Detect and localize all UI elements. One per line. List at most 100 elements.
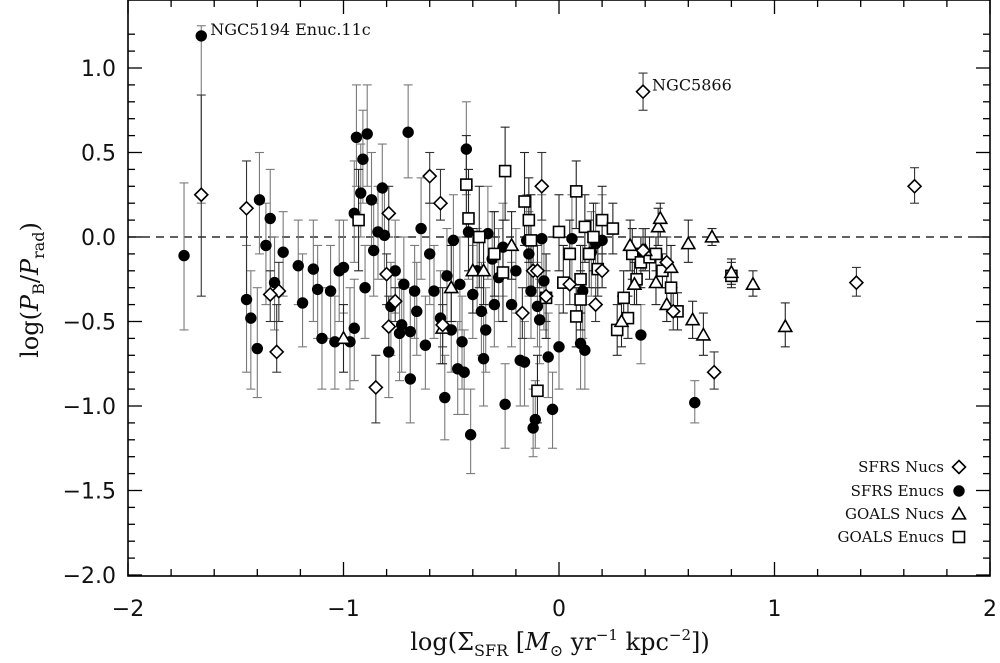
sfrs-nucs-point <box>534 178 550 194</box>
goals-enucs-point <box>587 230 600 244</box>
sfrs-enucs-point <box>441 270 453 282</box>
sfrs-enucs-point <box>404 325 417 338</box>
sfrs-nucs-point <box>635 84 651 100</box>
goals-enucs-point <box>522 213 536 227</box>
sfrs-enucs-point <box>337 261 350 274</box>
x-tick-label: 1 <box>768 597 782 622</box>
sfrs-nucs-point <box>529 263 546 279</box>
x-tick-label: 2 <box>983 597 997 622</box>
goals-nucs-point <box>464 262 481 277</box>
goals-enucs-point <box>552 225 566 239</box>
sfrs-enucs-point <box>240 293 253 306</box>
sfrs-enucs-point <box>542 351 554 363</box>
sfrs-enucs-point <box>398 278 410 291</box>
sfrs-enucs-point <box>454 278 466 291</box>
goals-nucs-point <box>723 264 740 279</box>
sfrs-nucs-point <box>432 195 449 211</box>
sfrs-enucs-point <box>462 226 475 238</box>
goals-enucs-point <box>498 164 512 178</box>
goals-enucs-point <box>595 213 609 227</box>
sfrs-enucs-point <box>518 356 531 368</box>
sfrs-nucs-point <box>378 266 395 282</box>
goals-enucs-point <box>460 178 473 191</box>
sfrs-nucs-point <box>434 317 451 333</box>
sfrs-enucs-point <box>355 187 367 199</box>
legend-label-sfrs-enucs: SFRS Enucs <box>851 482 944 500</box>
goals-nucs-point <box>695 326 712 341</box>
goals-nucs-point <box>648 274 664 289</box>
sfrs-enucs-point <box>316 332 328 345</box>
data-markers <box>178 30 923 441</box>
sfrs-enucs-point <box>689 396 701 409</box>
sfrs-nucs-point <box>659 254 675 270</box>
sfrs-enucs-point <box>404 373 417 385</box>
y-tick-label: −1.5 <box>63 480 116 505</box>
sfrs-enucs-point <box>488 298 501 311</box>
sfrs-enucs-point <box>195 30 207 42</box>
goals-enucs-point <box>496 266 510 279</box>
goals-nucs-point <box>652 210 669 225</box>
x-tick-label: 0 <box>552 597 566 622</box>
sfrs-enucs-point <box>376 182 388 194</box>
sfrs-enucs-point <box>361 128 373 140</box>
sfrs-enucs-point <box>348 322 360 334</box>
legend-label-goals-enucs: GOALS Enucs <box>838 528 945 546</box>
sfrs-enucs-point <box>456 336 468 348</box>
sfrs-enucs-point <box>529 413 541 426</box>
sfrs-nucs-point <box>906 178 923 194</box>
sfrs-enucs-point <box>307 263 320 275</box>
sfrs-enucs-point <box>350 131 363 143</box>
annotation-ngc5194: NGC5194 Enuc.11c <box>210 20 371 39</box>
sfrs-nucs-point <box>193 187 209 203</box>
sfrs-nucs-point <box>588 296 604 313</box>
goals-enucs-point <box>462 212 475 225</box>
sfrs-enucs-point <box>533 314 546 326</box>
goals-enucs-point <box>518 195 531 208</box>
goals-nucs-point <box>626 276 643 290</box>
goals-enucs-point <box>578 220 592 234</box>
goals-enucs-point <box>531 384 544 398</box>
sfrs-enucs-point <box>546 403 559 416</box>
sfrs-nucs-point <box>538 288 554 304</box>
goals-nucs-point <box>443 279 460 294</box>
sfrs-nucs-point <box>594 263 610 279</box>
sfrs-enucs-point <box>245 312 257 324</box>
sfrs-enucs-point <box>477 352 490 365</box>
sfrs-enucs-point <box>253 194 266 206</box>
legend-label-sfrs-nucs: SFRS Nucs <box>858 458 944 476</box>
y-axis-ticks: −2.0 −1.5 −1.0 −0.5 0.0 0.5 1.0 <box>63 33 990 589</box>
sfrs-enucs-point <box>383 346 395 358</box>
sfrs-nucs-point <box>422 168 438 184</box>
sfrs-enucs-point <box>553 341 565 353</box>
sfrs-enucs-point <box>311 283 324 296</box>
sfrs-enucs-point <box>499 398 511 411</box>
sfrs-enucs-point <box>460 143 473 155</box>
sfrs-nucs-point <box>665 303 681 319</box>
goals-nucs-point <box>503 237 520 252</box>
goals-enucs-point <box>617 291 630 305</box>
goals-nucs-point <box>613 313 630 328</box>
sfrs-enucs-point <box>419 339 432 351</box>
sfrs-enucs-point <box>408 285 421 297</box>
goals-nucs-point <box>475 262 492 277</box>
annotation-ngc5866: NGC5866 <box>652 76 732 95</box>
legend-label-goals-nucs: GOALS Nucs <box>845 505 944 523</box>
sfrs-enucs-point <box>251 342 263 355</box>
sfrs-enucs-point <box>415 222 427 235</box>
y-tick-label: 1.0 <box>81 57 116 82</box>
sfrs-enucs-point <box>447 234 460 247</box>
sfrs-enucs-point <box>566 232 578 245</box>
legend: SFRS Nucs SFRS Enucs GOALS Nucs GOALS En… <box>838 458 967 546</box>
x-axis-title: log(ΣSFR [M⊙ yr−1 kpc−2]) <box>410 626 710 660</box>
goals-enucs-point <box>352 213 365 227</box>
goals-nucs-point <box>684 311 701 326</box>
sfrs-nucs-point <box>368 379 384 396</box>
goals-nucs-point <box>335 330 352 345</box>
sfrs-nucs-point <box>238 200 255 216</box>
sfrs-enucs-point <box>395 319 408 331</box>
goals-nucs-point <box>704 228 720 243</box>
sfrs-nucs-point <box>381 205 397 221</box>
sfrs-nucs-point <box>514 305 530 321</box>
sfrs-enucs-point <box>458 366 470 378</box>
